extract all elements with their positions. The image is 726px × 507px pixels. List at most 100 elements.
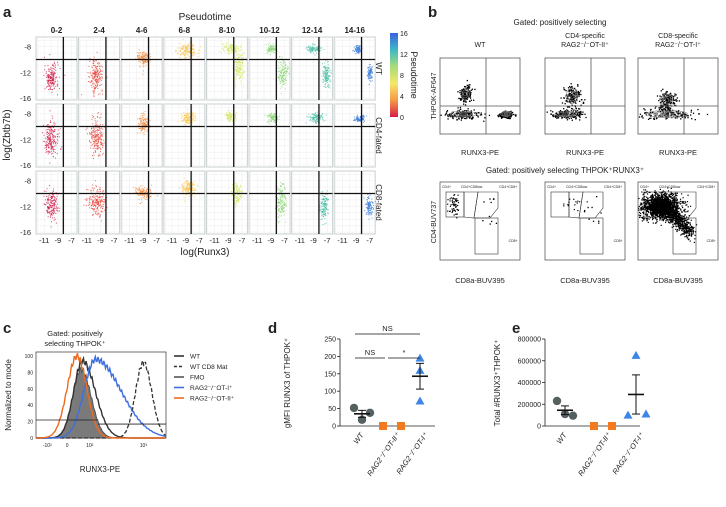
data-point — [48, 74, 50, 76]
panel-label-b: b — [428, 4, 437, 21]
data-point — [324, 71, 326, 73]
event-dot — [466, 111, 469, 114]
data-point — [229, 116, 231, 118]
data-point — [47, 145, 49, 147]
event-dot — [462, 88, 465, 90]
data-point — [93, 63, 95, 65]
colorbar-tick: 12 — [400, 52, 408, 59]
data-point — [143, 56, 145, 58]
data-point — [319, 118, 321, 120]
data-point — [244, 65, 246, 67]
data-point — [277, 188, 279, 190]
data-point — [50, 86, 52, 88]
data-point — [234, 58, 236, 60]
data-point — [283, 194, 285, 196]
data-point — [189, 188, 191, 190]
data-point — [226, 117, 228, 119]
data-point — [189, 185, 191, 187]
data-point — [97, 129, 99, 131]
data-point — [47, 76, 49, 78]
data-point — [53, 135, 55, 137]
data-point — [283, 206, 285, 208]
data-point — [283, 69, 285, 71]
event-dot — [452, 210, 454, 213]
data-point — [274, 121, 276, 123]
data-point — [326, 71, 328, 73]
event-dot — [447, 115, 449, 118]
data-point — [324, 204, 326, 206]
data-point — [102, 70, 104, 72]
event-dot — [454, 198, 457, 200]
data-point — [242, 60, 244, 62]
data-point — [188, 55, 190, 57]
data-point — [273, 48, 275, 50]
data-point — [48, 151, 50, 153]
panel-c-title-1: Gated: positively — [47, 329, 103, 338]
data-point — [46, 200, 48, 202]
panel-background — [248, 36, 291, 101]
data-point — [94, 74, 96, 76]
data-point — [51, 197, 53, 199]
data-point — [187, 123, 189, 125]
data-point — [266, 49, 268, 51]
data-point — [357, 120, 359, 122]
data-point — [97, 143, 99, 145]
data-point — [237, 185, 239, 187]
y-tick-label: -12 — [20, 202, 31, 211]
data-point — [273, 113, 275, 115]
data-point — [93, 158, 95, 160]
data-point — [322, 120, 324, 122]
data-point — [48, 193, 50, 195]
event-dot — [499, 114, 502, 117]
data-point — [369, 201, 371, 203]
event-dot — [576, 110, 579, 112]
event-dot — [575, 114, 577, 116]
data-point — [187, 50, 189, 52]
data-point — [237, 74, 239, 76]
data-point — [237, 199, 239, 201]
data-point — [144, 127, 146, 129]
data-point — [223, 46, 225, 48]
data-point — [242, 61, 244, 63]
data-point — [367, 202, 369, 204]
data-point — [52, 190, 54, 192]
data-point — [99, 84, 101, 86]
data-point — [94, 136, 96, 138]
data-point — [93, 135, 95, 137]
data-point — [192, 184, 194, 186]
data-point — [235, 73, 237, 75]
data-point — [279, 182, 281, 184]
data-point — [50, 213, 52, 215]
data-point — [371, 66, 373, 68]
data-point — [46, 202, 48, 204]
data-point — [278, 210, 280, 212]
data-point — [325, 197, 327, 199]
event-dot — [514, 114, 516, 116]
data-point — [234, 62, 236, 64]
data-point — [92, 82, 94, 84]
data-point — [145, 57, 147, 59]
data-point — [95, 138, 97, 140]
data-point — [370, 208, 372, 210]
data-point — [50, 143, 52, 145]
data-point — [323, 209, 325, 211]
data-point — [321, 208, 323, 210]
data-point — [45, 132, 47, 134]
data-point — [182, 185, 184, 187]
event-dot — [461, 95, 463, 98]
data-point — [56, 153, 58, 155]
data-point — [52, 76, 54, 78]
data-point — [144, 61, 146, 63]
data-point — [182, 186, 184, 188]
data-point — [239, 72, 241, 74]
data-point — [181, 115, 183, 117]
data-point — [93, 201, 95, 203]
data-point — [91, 136, 93, 138]
data-point — [355, 53, 357, 55]
data-point — [94, 144, 96, 146]
plot-frame — [439, 57, 521, 135]
data-point — [324, 119, 326, 121]
data-point — [92, 64, 94, 66]
data-point — [95, 186, 97, 188]
